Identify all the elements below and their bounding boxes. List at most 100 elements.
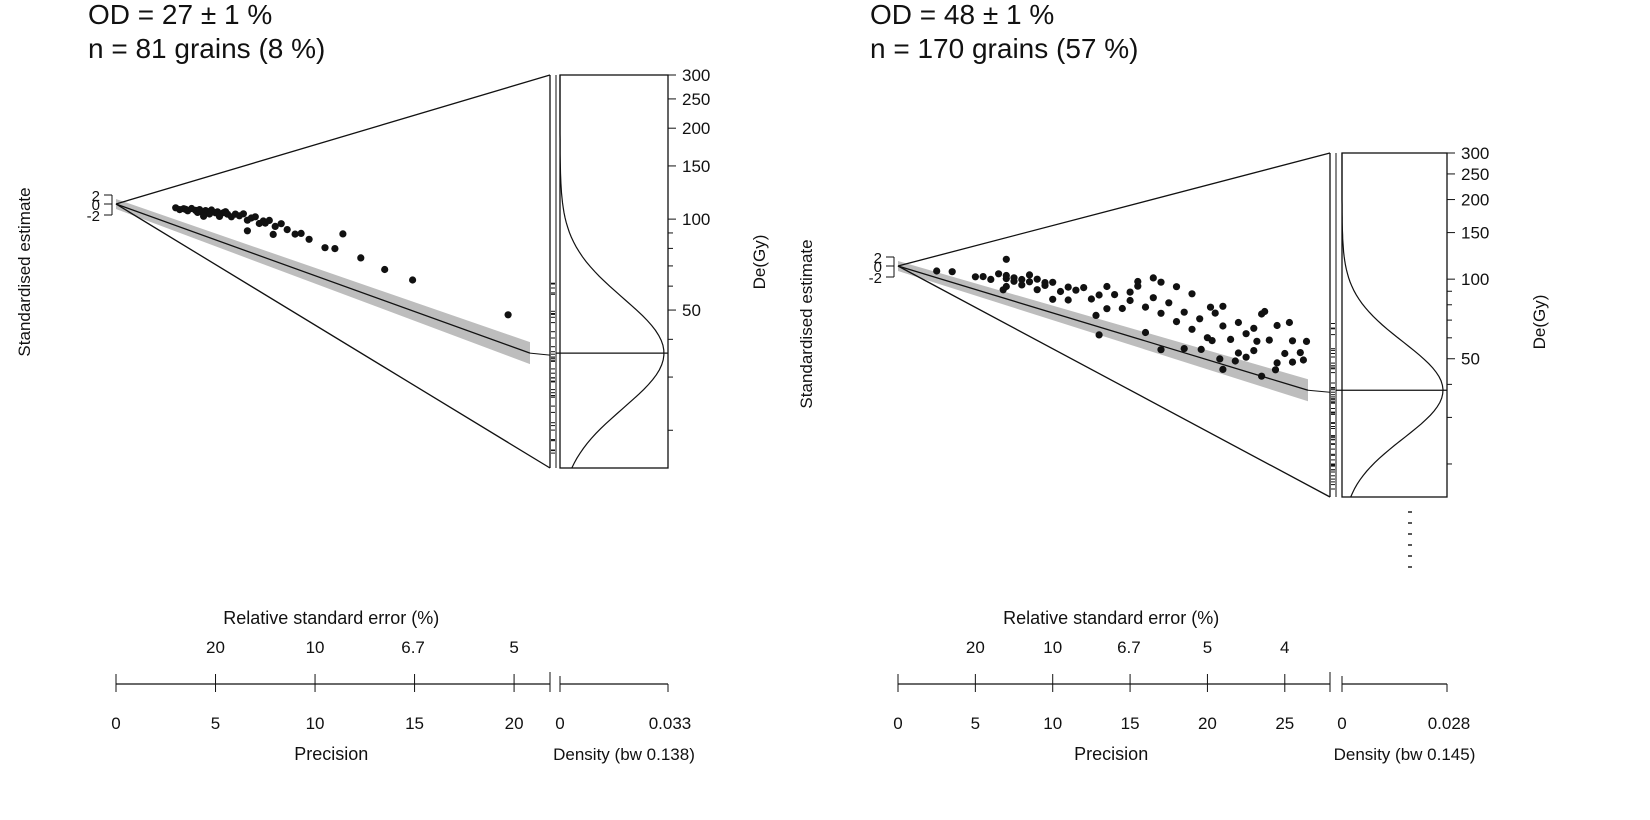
data-point <box>1056 287 1065 296</box>
de-tick-label: 250 <box>1461 165 1489 184</box>
de-tick-label: 100 <box>682 210 710 229</box>
data-point <box>1087 295 1095 303</box>
de-axis: 300 250 200 150 100 50 <box>1446 144 1489 497</box>
density-frame <box>559 74 669 469</box>
data-point <box>1188 290 1196 298</box>
data-point <box>1010 277 1018 285</box>
data-point <box>1285 318 1293 327</box>
data-point <box>1288 358 1297 366</box>
data-point <box>1206 303 1215 311</box>
precision-tick-label: 0 <box>111 714 120 733</box>
data-point <box>1188 325 1196 333</box>
data-point <box>251 213 259 221</box>
data-point <box>265 216 273 224</box>
data-point <box>1288 337 1297 345</box>
abanico-panel-1: OD = 27 ± 1 %n = 81 grains (8 %)20-2Stan… <box>15 0 769 764</box>
data-point <box>1157 278 1165 286</box>
data-point <box>1271 366 1280 374</box>
rse-axis: Relative standard error (%) 20 10 6.7 5 4 <box>966 608 1290 657</box>
data-point <box>1302 337 1311 345</box>
od-stat: OD = 48 ± 1 % <box>870 0 1054 30</box>
z-axis: 20-2 <box>87 188 113 225</box>
data-point <box>1141 303 1150 311</box>
od-stat: OD = 27 ± 1 % <box>88 0 272 30</box>
de-tick-label: 300 <box>682 66 710 85</box>
density-panel <box>1336 152 1448 498</box>
precision-tick-label: 0 <box>893 714 902 733</box>
data-point <box>1103 305 1111 313</box>
data-point <box>1216 355 1224 363</box>
de-tick-label: 100 <box>1461 270 1489 289</box>
data-point <box>1242 353 1250 361</box>
data-points <box>933 255 1311 380</box>
confidence-band <box>116 199 530 365</box>
data-point <box>1092 311 1100 319</box>
data-point <box>277 220 285 228</box>
data-point <box>1095 291 1103 299</box>
data-point <box>1253 337 1261 345</box>
data-point <box>948 268 956 276</box>
data-point <box>1033 286 1041 294</box>
data-point <box>1231 357 1239 365</box>
precision-tick-label: 15 <box>405 714 424 733</box>
data-point <box>1234 318 1242 327</box>
data-point <box>1157 309 1165 317</box>
z-tick-label: 2 <box>92 188 100 205</box>
density-panel <box>556 74 669 469</box>
data-point <box>1219 322 1227 330</box>
data-point <box>1149 294 1157 302</box>
de-tick-label: 250 <box>682 90 710 109</box>
rse-tick-label: 5 <box>509 638 518 657</box>
data-point <box>1281 349 1289 358</box>
data-point <box>1025 271 1034 279</box>
data-point <box>1258 372 1266 380</box>
data-point <box>1033 275 1041 283</box>
data-point <box>1250 347 1258 355</box>
data-point <box>357 254 365 262</box>
data-point <box>1165 299 1173 307</box>
data-points <box>172 204 512 319</box>
de-tick-label: 200 <box>682 119 710 138</box>
precision-tick-label: 5 <box>971 714 980 733</box>
data-point <box>1180 345 1188 353</box>
data-point <box>1227 335 1235 343</box>
precision-tick-label: 20 <box>1198 714 1217 733</box>
data-point <box>504 311 512 319</box>
xlabel-precision: Precision <box>294 744 368 764</box>
data-point <box>1172 283 1181 291</box>
precision-tick-label: 20 <box>505 714 524 733</box>
n-stat: n = 170 grains (57 %) <box>870 33 1139 64</box>
data-point <box>1219 365 1227 373</box>
de-tick-label: 50 <box>1461 350 1480 369</box>
rse-axis-label: Relative standard error (%) <box>1003 608 1219 628</box>
data-point <box>283 226 291 234</box>
data-point <box>1118 304 1126 313</box>
data-point <box>1002 255 1010 263</box>
data-point <box>971 273 980 281</box>
density-tick-label: 0.033 <box>649 714 692 733</box>
density-tick-label: 0 <box>1337 714 1346 733</box>
data-point <box>1273 321 1281 330</box>
data-point <box>1064 283 1072 291</box>
rse-axis-label: Relative standard error (%) <box>223 608 439 628</box>
data-point <box>1049 295 1057 303</box>
wedge-lower-line <box>115 203 551 469</box>
data-point <box>271 222 279 230</box>
data-point <box>1219 302 1227 310</box>
density-axis: 0 0.028 Density (bw 0.145) <box>1334 676 1475 764</box>
precision-axis: 0 5 10 15 20 25 Precision <box>893 672 1331 764</box>
data-point <box>1049 278 1057 286</box>
data-point <box>1250 324 1258 332</box>
data-point <box>1095 331 1103 339</box>
ylabel-standardised-estimate: Standardised estimate <box>797 239 816 408</box>
de-tick-label: 50 <box>682 301 701 320</box>
data-point <box>331 245 339 253</box>
de-tick-label: 150 <box>1461 224 1489 243</box>
central-value-line <box>897 265 1309 391</box>
precision-axis: 0 5 10 15 20 Precision <box>111 672 551 764</box>
data-point <box>1149 274 1157 282</box>
data-point <box>339 230 347 238</box>
data-point <box>1111 291 1119 299</box>
central-connector <box>1307 389 1331 393</box>
wedge-upper-line <box>897 152 1331 267</box>
